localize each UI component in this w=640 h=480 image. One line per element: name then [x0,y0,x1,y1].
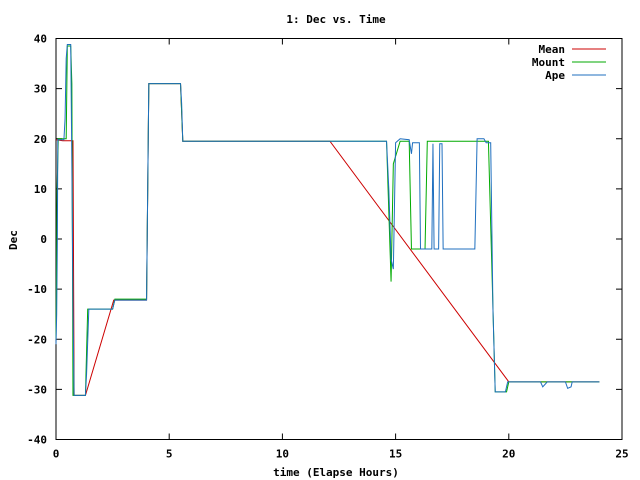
x-tick-label: 5 [166,448,173,461]
series-line-mean [55,83,600,396]
series-line-ape [55,44,600,396]
x-tick-label: 10 [276,448,289,461]
series-line-mount [55,45,600,396]
x-tick-label: 20 [502,448,515,461]
y-tick-label: -30 [27,383,47,396]
y-tick-label: -40 [27,434,47,447]
chart-title: 1: Dec vs. Time [286,13,386,26]
x-axis: 0 5 10 15 20 25 [53,38,629,461]
plot-frame [55,38,623,440]
y-tick-label: -10 [27,283,47,296]
y-tick-label: 20 [34,133,47,146]
legend-label-ape: Ape [545,69,565,82]
legend-label-mount: Mount [532,56,565,69]
x-tick-label: 0 [53,448,60,461]
y-axis: -40 -30 -20 -10 0 10 20 30 40 [27,33,622,447]
x-tick-label: 15 [389,448,402,461]
y-tick-label: 0 [40,233,47,246]
legend-label-mean: Mean [539,43,566,56]
x-axis-label: time (Elapse Hours) [273,466,399,479]
y-tick-label: 30 [34,83,47,96]
y-tick-label: 40 [34,33,47,46]
x-tick-label: 25 [615,448,628,461]
series-lines [55,44,600,396]
y-axis-label: Dec [7,230,20,250]
y-tick-label: 10 [34,183,47,196]
y-tick-label: -20 [27,333,47,346]
